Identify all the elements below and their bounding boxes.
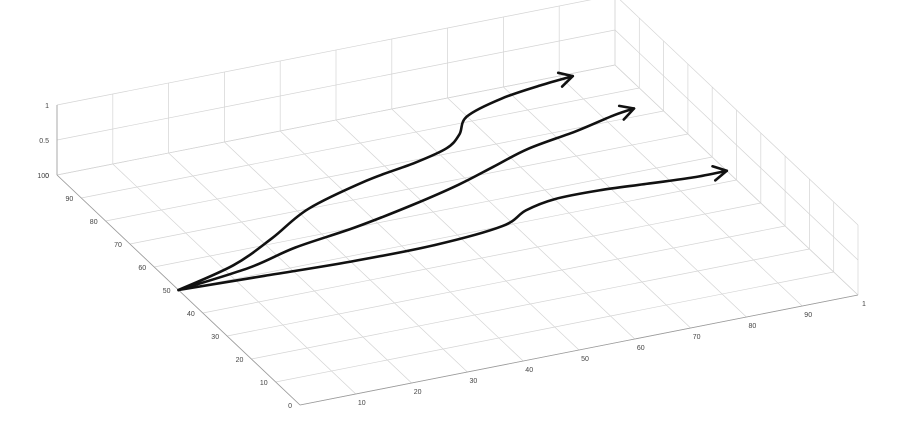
x-axis-line	[299, 294, 859, 406]
floor-gridline-y	[81, 87, 640, 199]
floor-gridline-y	[202, 202, 761, 314]
back-wall-horizontal	[56, 29, 616, 141]
z-tick-label: 1	[45, 103, 49, 110]
back-wall-horizontal	[56, 64, 616, 176]
x-tick-label: 70	[693, 334, 701, 341]
y-tick-label: 70	[114, 242, 122, 249]
z-tick-label: 0	[45, 173, 49, 180]
x-tick-label: 30	[470, 378, 478, 385]
arrow-head-2	[617, 104, 636, 121]
x-tick-label: 20	[414, 389, 422, 396]
y-tick-label: 20	[236, 357, 244, 364]
y-tick-label: 80	[90, 219, 98, 226]
y-tick-label: 10	[260, 380, 268, 387]
floor-gridline-y	[178, 179, 737, 291]
x-tick-label: 40	[525, 367, 533, 374]
x-tick-label: 10	[358, 400, 366, 407]
side-wall-horizontal	[614, 29, 859, 261]
back-wall-horizontal	[56, 0, 592, 106]
floor-gridline-y	[251, 248, 810, 360]
floor-gridline-y	[129, 133, 688, 245]
trajectory-line-1	[177, 74, 575, 292]
y-tick-label: 30	[211, 334, 219, 341]
floor-gridline-y	[105, 110, 664, 222]
y-tick-label: 40	[187, 311, 195, 318]
floor-gridline-y	[154, 156, 713, 268]
x-tick-label: 90	[804, 312, 812, 319]
y-tick-label: 60	[138, 265, 146, 272]
y-tick-label: 100	[37, 173, 49, 180]
floor-gridline-y	[227, 225, 786, 337]
x-tick-label: 1	[862, 301, 866, 308]
side-wall-horizontal	[614, 64, 859, 296]
z-tick-label: 0.5	[39, 138, 49, 145]
trajectory-line-2	[177, 107, 636, 292]
y-tick-label: 50	[163, 288, 171, 295]
trajectory-line-3	[177, 169, 729, 292]
x-tick-label: 80	[749, 323, 757, 330]
arrow-head-1	[556, 71, 575, 88]
x-tick-label: 50	[581, 356, 589, 363]
side-wall-horizontal	[619, 0, 859, 226]
x-tick-label: 60	[637, 345, 645, 352]
floor-gridline-y	[275, 271, 834, 383]
arrow-head-3	[711, 165, 729, 182]
y-tick-label: 0	[288, 403, 292, 410]
y-tick-label: 90	[66, 196, 74, 203]
